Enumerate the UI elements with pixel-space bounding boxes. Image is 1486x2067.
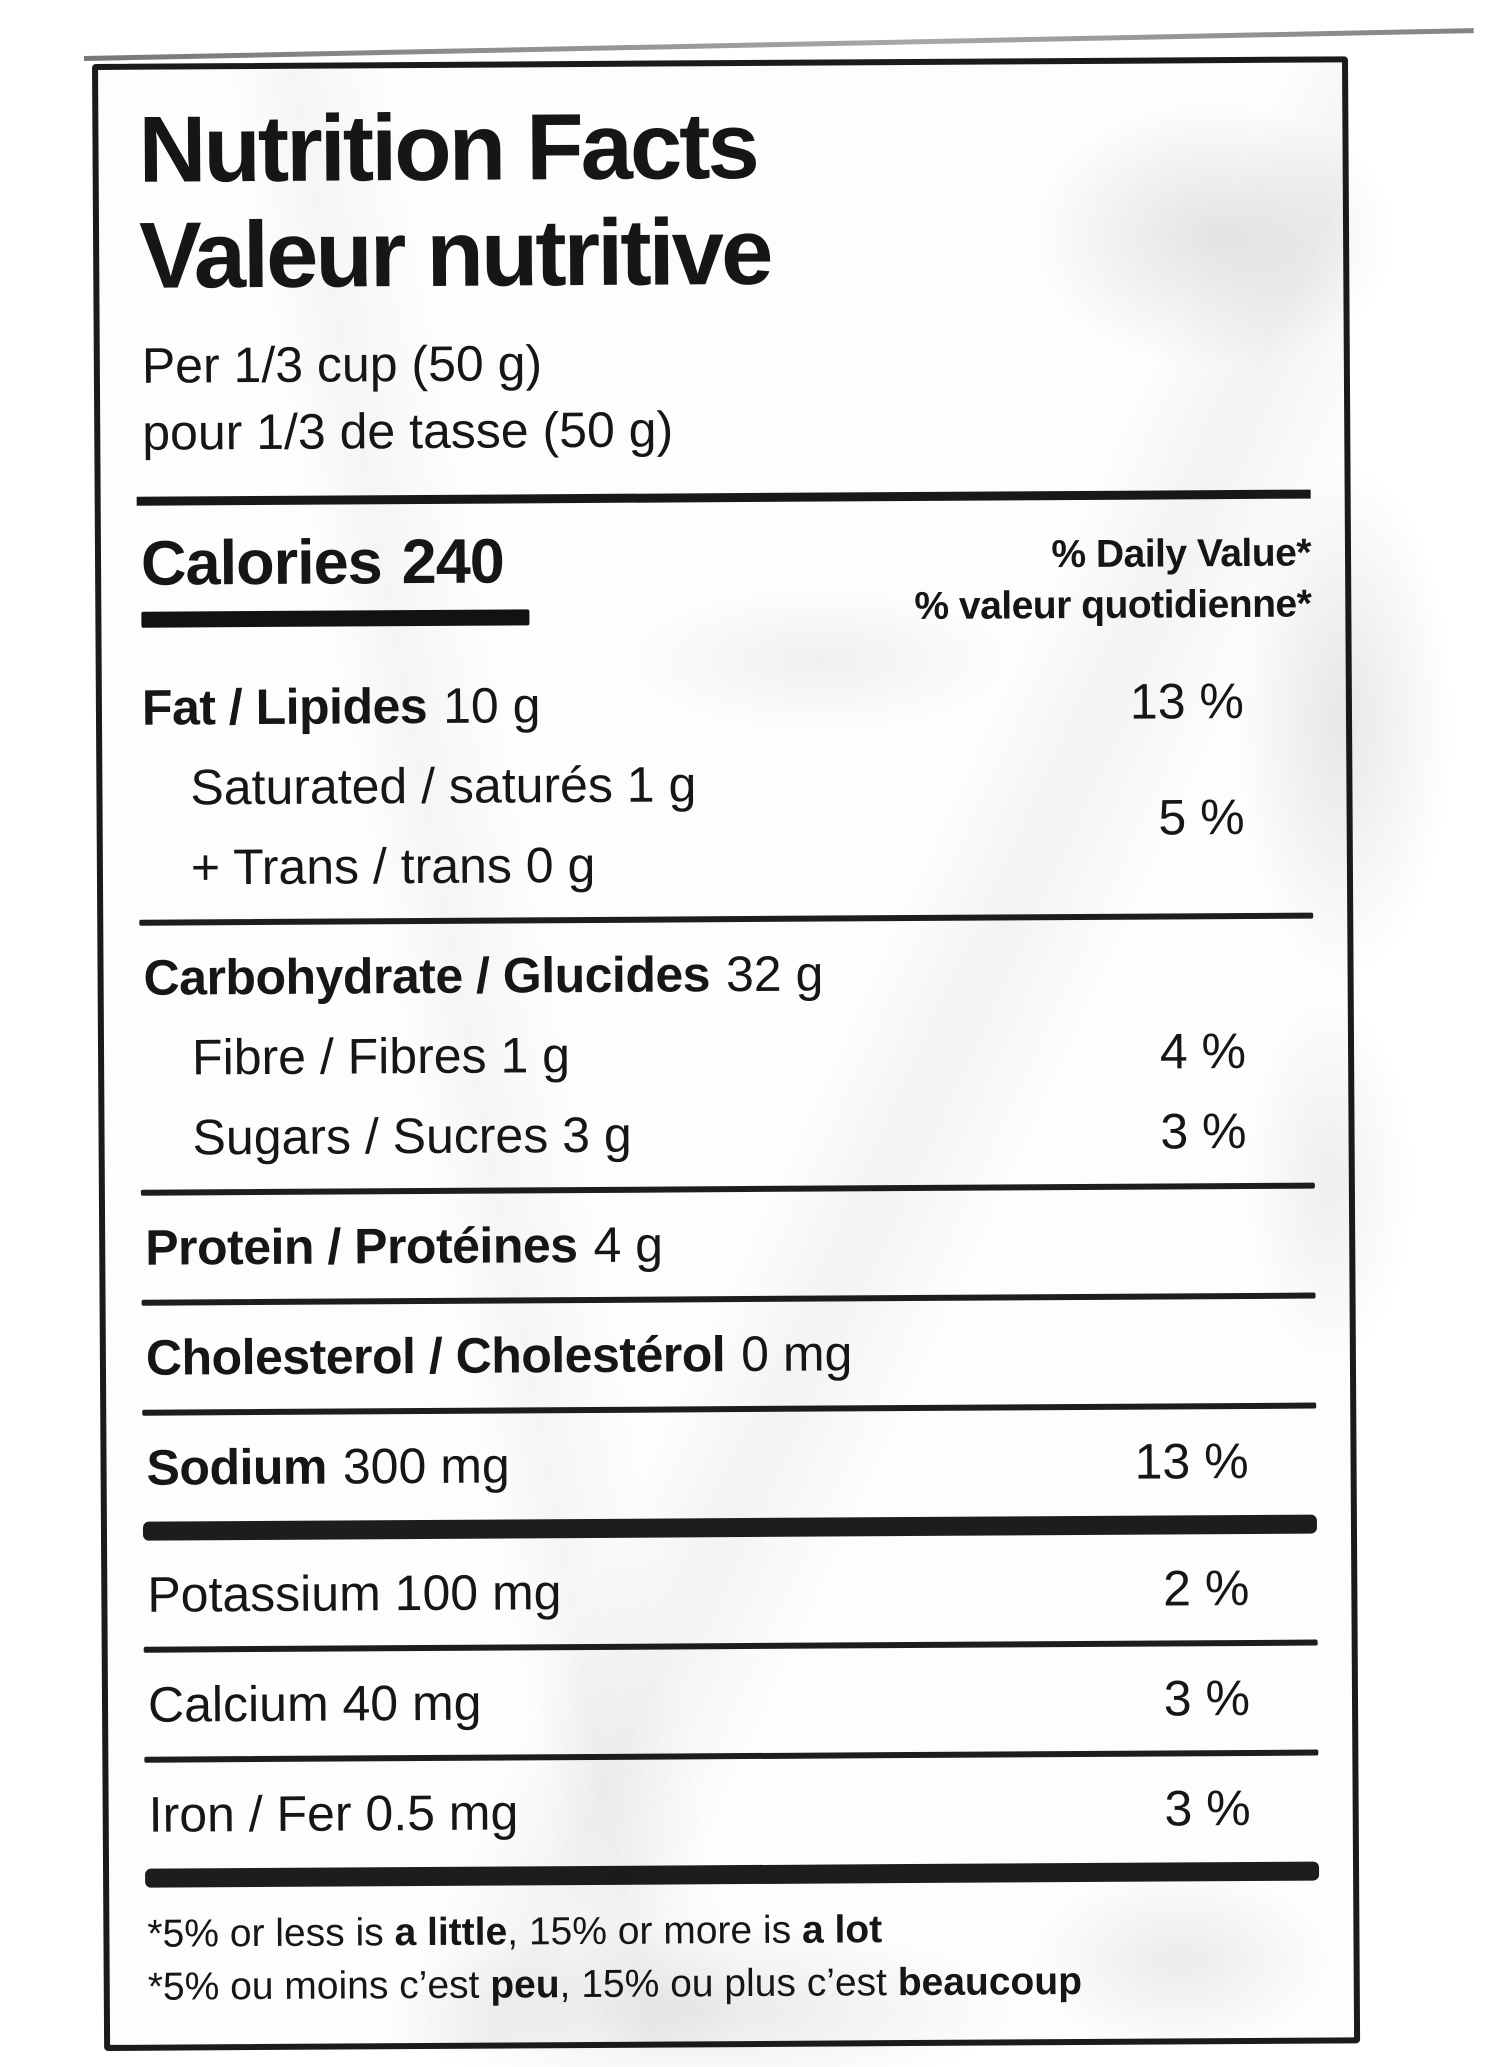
nutrient-amount: 0 mg bbox=[741, 1325, 853, 1382]
nutrient-amount: Saturated / saturés 1 g bbox=[190, 755, 697, 816]
nutrient-row-cholesterol: Cholesterol / Cholestérol 0 mg bbox=[146, 1310, 1316, 1397]
serving-size-fr: pour 1/3 de tasse (50 g) bbox=[142, 401, 674, 461]
nutrient-dv-percent: 3 % bbox=[1160, 1102, 1247, 1160]
nutrient-row-carbohydrate: Carbohydrate / Glucides 32 g bbox=[143, 930, 1313, 1017]
divider-thin bbox=[144, 1749, 1319, 1763]
divider-thin bbox=[139, 912, 1314, 926]
nutrient-amount: Calcium 40 mg bbox=[147, 1674, 482, 1733]
nutrient-dv-percent: 4 % bbox=[1159, 1022, 1247, 1080]
nutrient-dv-percent: 3 % bbox=[1163, 1669, 1251, 1727]
nutrient-name-bold: Carbohydrate / Glucides bbox=[143, 945, 711, 1006]
calories-value: 240 bbox=[401, 526, 505, 598]
nutrient-amount: 10 g bbox=[442, 676, 541, 734]
nutrient-row-iron: Iron / Fer 0.5 mg 3 % bbox=[148, 1767, 1318, 1854]
calories-row: Calories 240 % Daily Value* % valeur quot… bbox=[137, 521, 1312, 638]
nutrition-facts-label: Nutrition Facts Valeur nutritive Per 1/3… bbox=[92, 56, 1361, 2052]
calories-text: Calories 240 bbox=[141, 526, 529, 600]
nutrient-dv-percent: 3 % bbox=[1164, 1779, 1251, 1837]
nutrient-row-sodium: Sodium 300 mg 13 % bbox=[146, 1420, 1316, 1507]
divider-thin bbox=[140, 1182, 1315, 1196]
title-fr: Valeur nutritive bbox=[138, 198, 771, 308]
divider-thin bbox=[143, 1639, 1318, 1653]
calories-label: Calories bbox=[140, 527, 382, 599]
nutrient-row-fibre: Fibre / Fibres 1 g 4 % bbox=[144, 1010, 1314, 1097]
nutrient-row-sugars: Sugars / Sucres 3 g 3 % bbox=[144, 1090, 1314, 1177]
nutrient-rows: Fat / Lipides 10 g 13 % Saturated / satur… bbox=[138, 660, 1320, 1888]
footnote-fr: *5% ou moins c’est peu, 15% ou plus c’es… bbox=[147, 1960, 1083, 2010]
nutrient-row-saturated-fat: Saturated / saturés 1 g 5 % bbox=[142, 740, 1312, 845]
footnotes: *5% or less is a little, 15% or more is … bbox=[147, 1900, 1320, 2015]
nutrient-dv-percent: 2 % bbox=[1162, 1559, 1250, 1617]
title-en: Nutrition Facts bbox=[138, 92, 758, 202]
nutrient-amount: Potassium 100 mg bbox=[147, 1563, 562, 1623]
nutrient-row-calcium: Calcium 40 mg 3 % bbox=[148, 1657, 1318, 1744]
nutrient-dv-percent: 13 % bbox=[1134, 1432, 1249, 1490]
serving-size-block: Per 1/3 cup (50 g) pour 1/3 de tasse (50… bbox=[142, 326, 1311, 467]
nutrient-amount: Sugars / Sucres 3 g bbox=[192, 1106, 632, 1166]
divider-thin bbox=[141, 1292, 1316, 1306]
nutrient-amount: 4 g bbox=[593, 1216, 664, 1273]
calories-underline-bar bbox=[141, 609, 530, 628]
nutrient-row-potassium: Potassium 100 mg 2 % bbox=[147, 1547, 1317, 1634]
nutrient-name-bold: Protein / Protéines bbox=[145, 1216, 578, 1276]
nutrient-name-bold: Sodium bbox=[146, 1438, 328, 1496]
nutrient-amount: Fibre / Fibres 1 g bbox=[191, 1026, 571, 1086]
nutrient-row-fat: Fat / Lipides 10 g 13 % bbox=[142, 660, 1312, 747]
nutrient-row-protein: Protein / Protéines 4 g bbox=[145, 1200, 1315, 1287]
nutrient-amount: Iron / Fer 0.5 mg bbox=[148, 1784, 519, 1843]
calories-group: Calories 240 bbox=[137, 526, 530, 628]
nutrient-row-trans-fat: + Trans / trans 0 g bbox=[143, 820, 1313, 907]
nutrient-dv-percent: 13 % bbox=[1129, 672, 1245, 730]
nutrient-amount: 32 g bbox=[725, 945, 824, 1002]
divider-thick bbox=[145, 1861, 1320, 1888]
nutrient-name-bold: Fat / Lipides bbox=[141, 677, 428, 736]
nutrient-amount: 300 mg bbox=[342, 1437, 510, 1495]
nutrient-amount: + Trans / trans 0 g bbox=[190, 836, 596, 896]
nutrient-dv-percent: 5 % bbox=[1158, 788, 1245, 846]
daily-value-header: % Daily Value* % valeur quotidienne* bbox=[914, 529, 1312, 633]
divider-thin bbox=[142, 1402, 1317, 1416]
daily-value-header-en: % Daily Value* bbox=[1051, 531, 1312, 577]
nutrient-name-bold: Cholesterol / Cholestérol bbox=[145, 1325, 726, 1386]
divider-thick bbox=[142, 1514, 1317, 1541]
divider-serving bbox=[136, 489, 1311, 506]
serving-size-en: Per 1/3 cup (50 g) bbox=[141, 335, 543, 394]
footnote-en: *5% or less is a little, 15% or more is … bbox=[147, 1907, 883, 1956]
daily-value-header-fr: % valeur quotidienne* bbox=[914, 582, 1312, 628]
